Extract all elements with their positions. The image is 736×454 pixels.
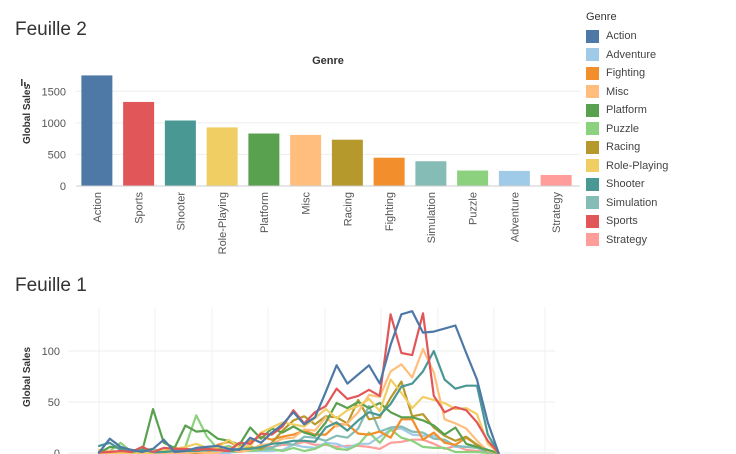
legend-swatch-puzzle <box>586 122 599 136</box>
legend-label-platform: Platform <box>606 104 647 117</box>
bar-puzzle[interactable] <box>457 170 489 186</box>
bar-x-tick-label: Role-Playing <box>217 192 229 254</box>
bar-x-tick-label: Strategy <box>551 192 563 233</box>
legend-label-sports: Sports <box>606 215 638 228</box>
legend-label-role-playing: Role-Playing <box>606 159 669 172</box>
legend-label-misc: Misc <box>606 85 629 98</box>
bar-y-axis-label: Global Sales <box>22 84 33 144</box>
bar-fighting[interactable] <box>373 157 405 186</box>
bar-sports[interactable] <box>123 101 155 186</box>
line-y-axis-label: Global Sales <box>22 347 33 407</box>
legend-label-simulation: Simulation <box>606 196 658 209</box>
bar-x-tick-label: Racing <box>342 192 354 226</box>
bar-x-tick-label: Misc <box>301 192 313 215</box>
legend-swatch-misc <box>586 85 599 99</box>
legend-item-platform[interactable]: Platform <box>586 101 726 120</box>
bar-x-tick-label: Action <box>92 192 104 223</box>
line-y-tick-label: 100 <box>42 346 60 358</box>
legend-swatch-action <box>586 29 599 43</box>
line-series-shooter[interactable] <box>97 349 500 454</box>
bar-y-tick-label: 1500 <box>42 86 66 98</box>
genre-legend: Genre Action Adventure Fighting Misc Platfor… <box>586 11 726 249</box>
line-series-role-playing[interactable] <box>97 378 500 454</box>
legend-item-racing[interactable]: Racing <box>586 138 726 157</box>
legend-swatch-simulation <box>586 196 599 210</box>
bar-misc[interactable] <box>290 134 322 186</box>
legend-label-shooter: Shooter <box>606 178 645 191</box>
line-y-tick-label: 0 <box>54 448 60 454</box>
bar-x-tick-label: Fighting <box>384 192 396 231</box>
legend-swatch-platform <box>586 103 599 117</box>
bar-x-tick-label: Platform <box>259 192 271 233</box>
legend-item-shooter[interactable]: Shooter <box>586 175 726 194</box>
legend-label-puzzle: Puzzle <box>606 122 640 135</box>
bar-platform[interactable] <box>248 133 280 186</box>
bar-y-tick-label: 500 <box>48 149 66 161</box>
bar-x-tick-label: Adventure <box>509 192 521 242</box>
bar-action[interactable] <box>81 75 113 186</box>
legend-item-strategy[interactable]: Strategy <box>586 231 726 250</box>
bar-y-tick-label: 1000 <box>42 118 66 130</box>
legend-swatch-sports <box>586 214 599 228</box>
legend-item-simulation[interactable]: Simulation <box>586 194 726 213</box>
legend-swatch-strategy <box>586 233 599 247</box>
line-y-tick-label: 50 <box>48 397 60 409</box>
bar-shooter[interactable] <box>164 120 196 186</box>
legend-title: Genre <box>586 11 617 23</box>
bar-x-tick-label: Puzzle <box>468 192 480 225</box>
legend-label-fighting: Fighting <box>606 67 646 80</box>
legend-item-role-playing[interactable]: Role-Playing <box>586 157 726 176</box>
legend-label-strategy: Strategy <box>606 233 647 246</box>
line-series-platform[interactable] <box>97 400 500 454</box>
sheet-title-feuille-2: Feuille 2 <box>15 19 87 40</box>
bar-x-tick-label: Sports <box>134 192 146 224</box>
legend-swatch-racing <box>586 140 599 154</box>
legend-swatch-shooter <box>586 177 599 191</box>
bar-chart-title: Genre <box>312 55 344 67</box>
legend-swatch-adventure <box>586 48 599 62</box>
sheet-title-feuille-1: Feuille 1 <box>15 275 87 296</box>
legend-swatch-fighting <box>586 66 599 80</box>
legend-label-adventure: Adventure <box>606 48 657 61</box>
legend-item-fighting[interactable]: Fighting <box>586 64 726 83</box>
legend-item-misc[interactable]: Misc <box>586 83 726 102</box>
legend-item-adventure[interactable]: Adventure <box>586 46 726 65</box>
line-series-action[interactable] <box>97 310 500 454</box>
bar-role-playing[interactable] <box>206 127 238 186</box>
bar-racing[interactable] <box>331 139 363 186</box>
bar-simulation[interactable] <box>415 161 447 186</box>
bar-chart: Genre 0 500 1000 1500 Global Sales Action Sport… <box>21 55 580 254</box>
bar-strategy[interactable] <box>540 174 572 186</box>
legend-swatch-role-playing <box>586 159 599 173</box>
sort-icon[interactable] <box>21 79 29 86</box>
legend-item-action[interactable]: Action <box>586 27 726 46</box>
bar-adventure[interactable] <box>498 170 530 186</box>
bar-x-tick-label: Simulation <box>426 192 438 243</box>
legend-label-racing: Racing <box>606 141 641 154</box>
line-chart: 0 50 100 Global Sales <box>22 307 555 454</box>
legend-item-sports[interactable]: Sports <box>586 212 726 231</box>
legend-label-action: Action <box>606 30 637 43</box>
legend-item-puzzle[interactable]: Puzzle <box>586 120 726 139</box>
line-series-misc[interactable] <box>97 347 500 454</box>
bar-y-tick-label: 0 <box>60 181 66 193</box>
bar-x-tick-label: Shooter <box>175 192 187 231</box>
